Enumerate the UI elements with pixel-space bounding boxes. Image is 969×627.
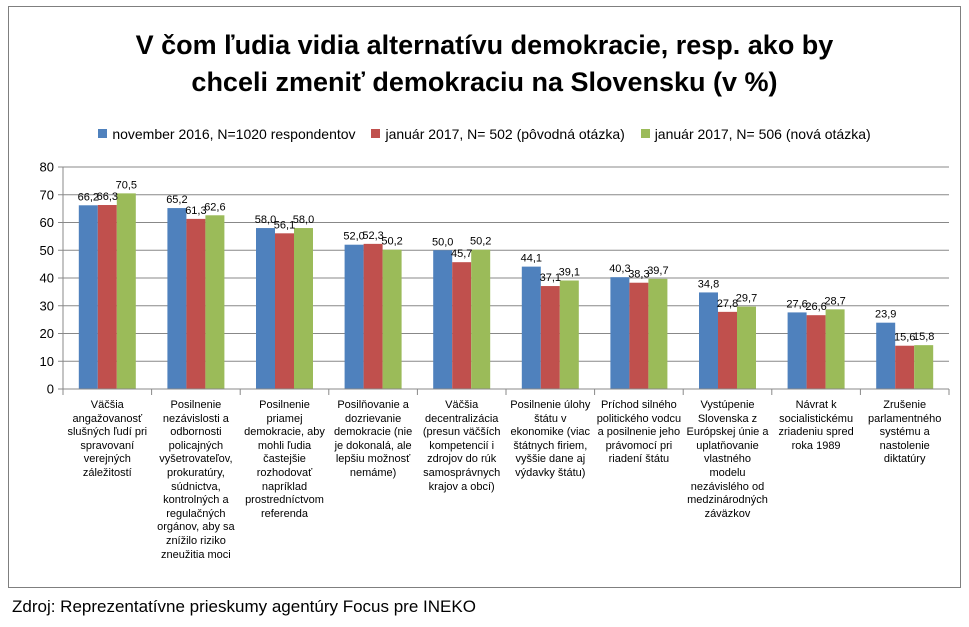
data-label: 70,5 bbox=[116, 179, 137, 191]
source-note: Zdroj: Reprezentatívne prieskumy agentúr… bbox=[12, 597, 476, 616]
data-label: 61,3 bbox=[185, 205, 206, 217]
data-label: 38,3 bbox=[628, 269, 649, 281]
bar bbox=[737, 306, 756, 389]
chart-title: V čom ľudia vidia alternatívu demokracie… bbox=[9, 27, 960, 101]
data-label: 40,3 bbox=[609, 263, 630, 275]
bar bbox=[186, 218, 206, 389]
data-label: 50,2 bbox=[381, 236, 402, 248]
data-label: 62,6 bbox=[204, 201, 225, 213]
data-label: 26,6 bbox=[805, 301, 826, 313]
bar bbox=[344, 244, 364, 389]
bar bbox=[205, 215, 225, 389]
data-label: 45,7 bbox=[451, 248, 472, 260]
data-label: 52,0 bbox=[343, 231, 364, 243]
data-label: 50,0 bbox=[432, 236, 453, 248]
legend-swatch bbox=[98, 129, 108, 138]
legend-swatch bbox=[371, 129, 381, 138]
bar bbox=[610, 277, 630, 389]
chart-frame: V čom ľudia vidia alternatívu demokracie… bbox=[8, 6, 961, 588]
bar bbox=[294, 228, 313, 389]
bar bbox=[718, 311, 737, 389]
bar bbox=[452, 262, 472, 389]
axes bbox=[62, 167, 950, 395]
legend-swatch bbox=[640, 129, 650, 138]
data-label: 50,2 bbox=[470, 236, 491, 248]
y-tick-label: 10 bbox=[40, 354, 54, 369]
bar bbox=[787, 312, 807, 389]
data-label: 66,3 bbox=[97, 191, 118, 203]
legend-label: január 2017, N= 502 (pôvodná otázka) bbox=[385, 126, 625, 142]
data-label: 37,1 bbox=[540, 272, 561, 284]
bar bbox=[116, 193, 136, 389]
bars bbox=[78, 193, 934, 389]
data-label: 65,2 bbox=[166, 194, 187, 206]
data-label: 44,1 bbox=[521, 253, 542, 265]
chart-title-line-1: V čom ľudia vidia alternatívu demokracie… bbox=[135, 30, 834, 60]
legend-label: január 2017, N= 506 (nová otázka) bbox=[654, 126, 871, 142]
bar bbox=[97, 205, 117, 389]
bar bbox=[540, 286, 560, 389]
bar bbox=[167, 208, 187, 389]
y-tick-label: 30 bbox=[40, 298, 54, 313]
y-tick-label: 40 bbox=[40, 271, 54, 286]
data-label: 23,9 bbox=[875, 309, 896, 321]
data-label: 28,7 bbox=[824, 295, 845, 307]
y-tick-label: 0 bbox=[47, 382, 54, 397]
data-label: 58,0 bbox=[255, 214, 276, 226]
data-label: 58,0 bbox=[293, 214, 314, 226]
legend-item-januar-2017-nova: január 2017, N= 506 (nová otázka) bbox=[640, 125, 871, 143]
bar bbox=[648, 278, 668, 389]
bar bbox=[275, 233, 294, 389]
legend-item-januar-2017-povodna: január 2017, N= 502 (pôvodná otázka) bbox=[371, 125, 625, 143]
bar bbox=[699, 292, 718, 389]
data-label: 56,1 bbox=[274, 219, 295, 231]
legend-item-november-2016: november 2016, N=1020 respondentov bbox=[98, 125, 356, 143]
data-label: 39,1 bbox=[559, 266, 580, 278]
bar bbox=[914, 345, 934, 389]
data-labels: 66,266,370,5 65,261,362,6 58,056,158,0 52,0… bbox=[78, 179, 935, 343]
data-label: 34,8 bbox=[698, 278, 719, 290]
data-label: 27,6 bbox=[786, 298, 807, 310]
legend-label: november 2016, N=1020 respondentov bbox=[112, 126, 356, 142]
data-label: 39,7 bbox=[647, 265, 668, 277]
data-label: 66,2 bbox=[78, 191, 99, 203]
bar bbox=[629, 282, 649, 389]
data-label: 27,8 bbox=[717, 298, 738, 310]
bar bbox=[382, 249, 402, 389]
bar bbox=[471, 249, 491, 389]
y-tick-label: 80 bbox=[40, 160, 54, 175]
data-label: 15,6 bbox=[894, 332, 915, 344]
y-tick-label: 70 bbox=[40, 187, 54, 202]
bar bbox=[256, 228, 275, 389]
chart-title-line-2: chceli zmeniť demokraciu na Slovensku (v… bbox=[191, 67, 778, 97]
bar bbox=[433, 250, 453, 389]
bar bbox=[895, 345, 915, 389]
bar bbox=[521, 266, 541, 389]
data-label: 15,8 bbox=[913, 331, 934, 343]
bar bbox=[363, 243, 383, 389]
y-tick-label: 60 bbox=[40, 215, 54, 230]
data-label: 52,3 bbox=[362, 230, 383, 242]
y-axis-ticks: 0 10 20 30 40 50 60 70 80 bbox=[40, 160, 63, 397]
y-tick-label: 20 bbox=[40, 326, 54, 341]
data-label: 29,7 bbox=[736, 293, 757, 305]
bar bbox=[825, 309, 845, 389]
bar bbox=[806, 315, 826, 389]
bar bbox=[78, 205, 98, 389]
bar bbox=[559, 280, 579, 389]
bar bbox=[876, 322, 896, 389]
legend: november 2016, N=1020 respondentov januá… bbox=[9, 125, 960, 143]
y-tick-label: 50 bbox=[40, 243, 54, 258]
